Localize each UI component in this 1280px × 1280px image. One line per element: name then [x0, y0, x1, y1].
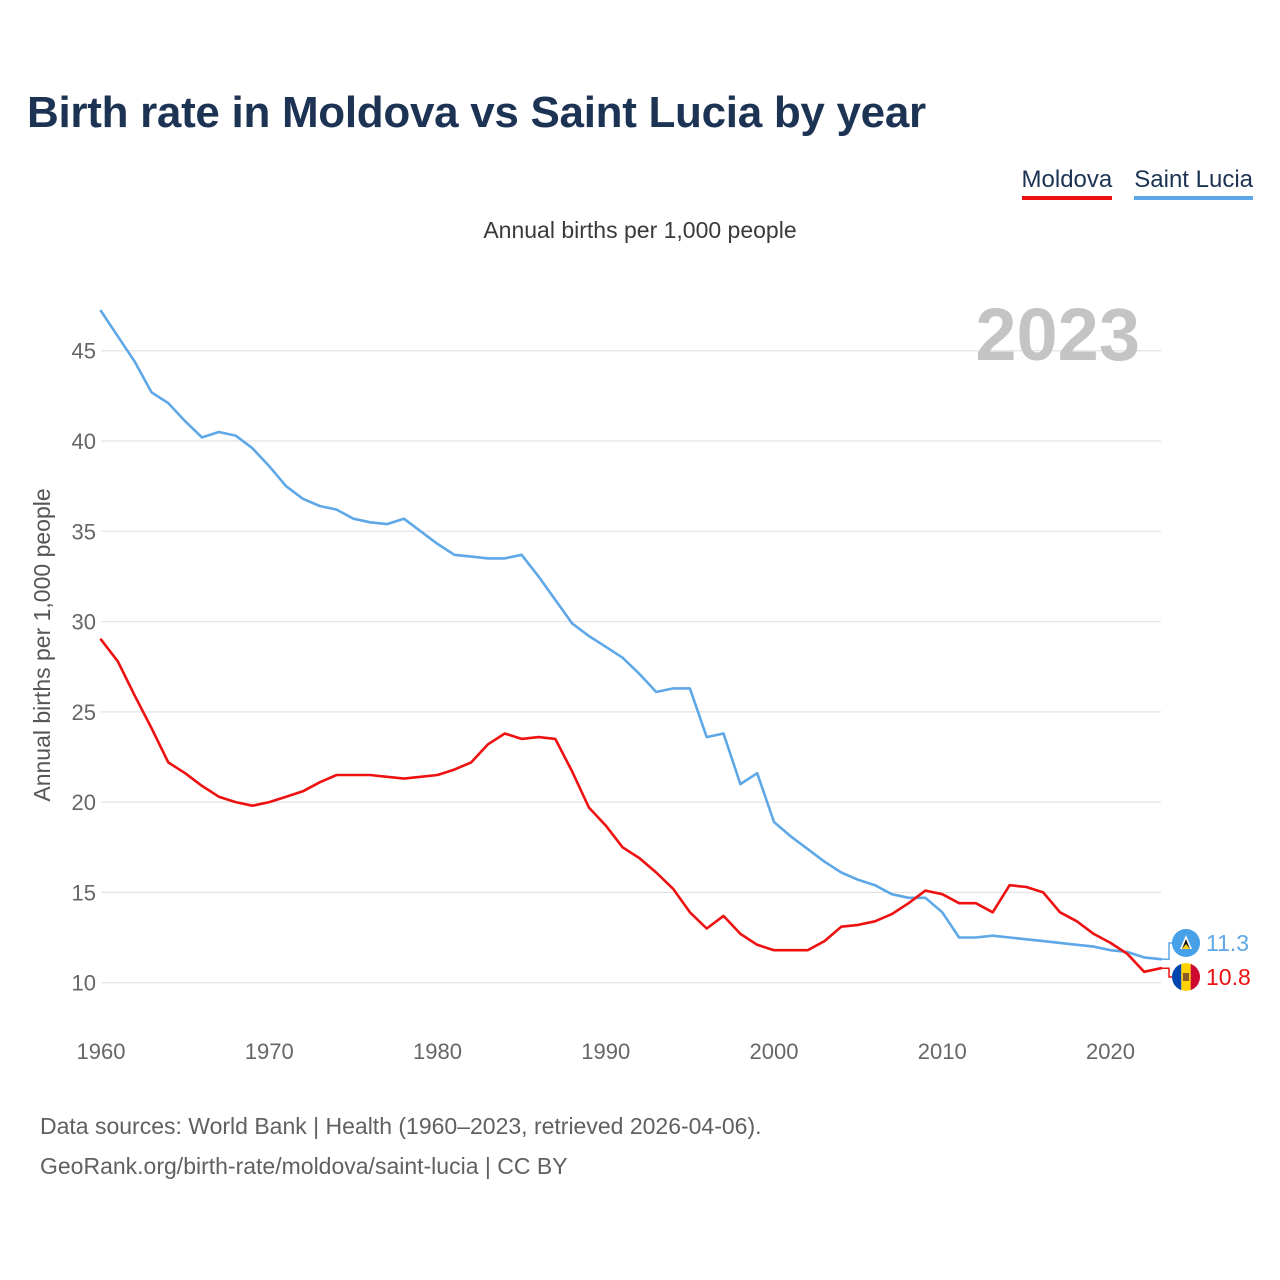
data-source-text: Data sources: World Bank | Health (1960–… — [40, 1113, 762, 1139]
x-axis-ticks: 1960 1970 1980 1990 2000 2010 2020 — [77, 1039, 1135, 1064]
source-url-text[interactable]: GeoRank.org/birth-rate/moldova/saint-luc… — [40, 1153, 568, 1179]
line-chart: 2023 10 15 20 25 30 35 40 45 1960 1970 1980 1990 20… — [29, 293, 1251, 1064]
x-tick-label-1960: 1960 — [77, 1039, 126, 1064]
x-tick-label-1990: 1990 — [581, 1039, 630, 1064]
x-tick-label-2010: 2010 — [918, 1039, 967, 1064]
x-tick-label-2000: 2000 — [750, 1039, 799, 1064]
legend-item-saint-lucia[interactable]: Saint Lucia — [1134, 166, 1253, 200]
end-labels: 11.3 10.8 — [1161, 929, 1251, 991]
series-layer — [99, 309, 1163, 974]
y-tick-label-40: 40 — [72, 429, 96, 454]
footer: Data sources: World Bank | Health (1960–… — [40, 1106, 762, 1186]
end-value-label-saint-lucia: 11.3 — [1206, 930, 1249, 956]
y-axis-ticks: 10 15 20 25 30 35 40 45 — [72, 339, 96, 996]
y-axis-label: Annual births per 1,000 people — [29, 488, 55, 801]
y-tick-label-15: 15 — [72, 880, 96, 905]
y-tick-label-25: 25 — [72, 700, 96, 725]
year-watermark: 2023 — [975, 293, 1140, 376]
series-line-saint-lucia[interactable] — [99, 309, 1163, 961]
x-tick-label-2020: 2020 — [1086, 1039, 1135, 1064]
y-tick-label-35: 35 — [72, 519, 96, 544]
y-tick-label-20: 20 — [72, 790, 96, 815]
x-tick-label-1980: 1980 — [413, 1039, 462, 1064]
y-tick-label-10: 10 — [72, 971, 96, 996]
flag-icon-saint-lucia — [1172, 929, 1200, 957]
end-value-label-moldova: 10.8 — [1206, 964, 1251, 990]
legend: Moldova Saint Lucia — [1021, 166, 1253, 200]
legend-item-moldova[interactable]: Moldova — [1021, 166, 1113, 200]
chart-subtitle: Annual births per 1,000 people — [483, 217, 797, 243]
x-tick-label-1970: 1970 — [245, 1039, 294, 1064]
grid-lines — [101, 350, 1161, 984]
series-line-moldova[interactable] — [99, 638, 1163, 974]
y-tick-label-45: 45 — [72, 339, 96, 364]
flag-icon-moldova — [1172, 963, 1200, 991]
chart-title: Birth rate in Moldova vs Saint Lucia by … — [27, 88, 926, 137]
y-tick-label-30: 30 — [72, 610, 96, 635]
